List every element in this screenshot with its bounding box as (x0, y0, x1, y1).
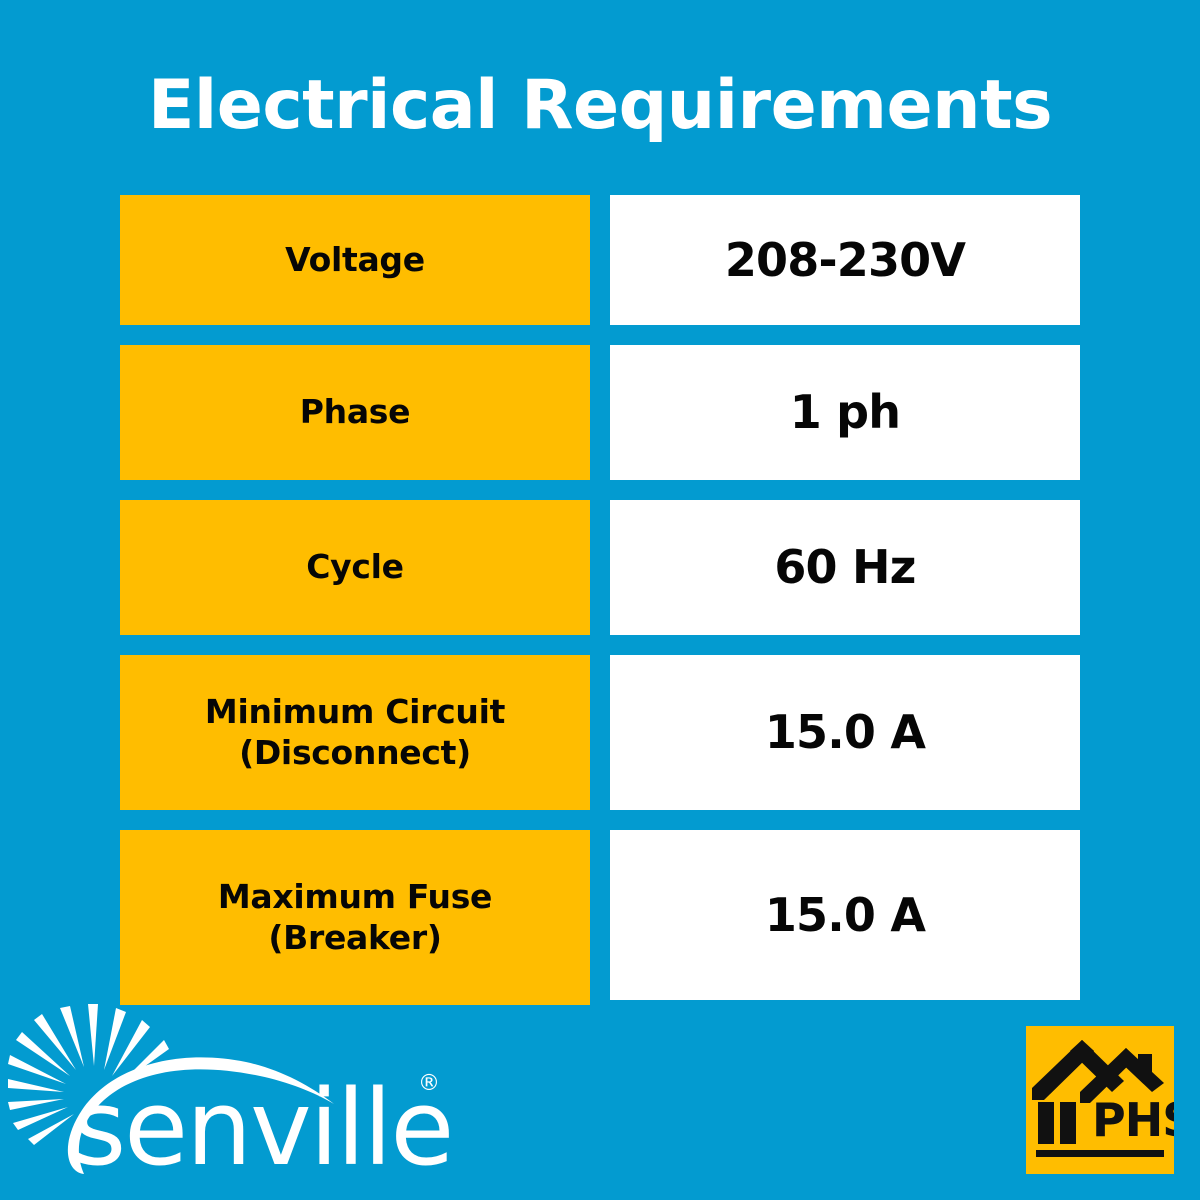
spec-value-cell: 60 Hz (610, 500, 1080, 635)
spec-label-line2: (Disconnect) (239, 732, 471, 772)
electrical-requirements-table: Voltage 208-230V Phase 1 ph Cycle 60 Hz … (120, 195, 1080, 1005)
spec-value-cell: 1 ph (610, 345, 1080, 480)
spec-value-text: 208-230V (724, 232, 966, 287)
spec-label-cell: Minimum Circuit (Disconnect) (120, 655, 590, 810)
spec-value-text: 15.0 A (764, 705, 926, 760)
table-row: Maximum Fuse (Breaker) 15.0 A (120, 830, 1080, 1005)
page-title: Electrical Requirements (147, 66, 1053, 145)
senville-wordmark: senville (72, 1067, 452, 1174)
spec-label-line1: Maximum Fuse (217, 877, 493, 917)
spec-label-text: Voltage (285, 239, 425, 279)
spec-value-cell: 15.0 A (610, 655, 1080, 810)
spec-label-cell: Phase (120, 345, 590, 480)
spec-value-text: 1 ph (789, 385, 901, 440)
spec-label-text: Minimum Circuit (Disconnect) (205, 692, 505, 773)
spec-value-cell: 208-230V (610, 195, 1080, 325)
table-row: Phase 1 ph (120, 345, 1080, 480)
registered-trademark-icon: ® (418, 1071, 440, 1096)
spec-value-text: 60 Hz (774, 540, 916, 595)
spec-label-cell: Cycle (120, 500, 590, 635)
table-row: Cycle 60 Hz (120, 500, 1080, 635)
sunburst-icon (8, 1004, 169, 1145)
spec-label-text: Phase (299, 392, 411, 432)
column-gap (590, 500, 610, 635)
column-gap (590, 195, 610, 325)
spec-label-cell: Voltage (120, 195, 590, 325)
table-row: Minimum Circuit (Disconnect) 15.0 A (120, 655, 1080, 810)
spec-label-line1: Minimum Circuit (204, 692, 506, 732)
phs-wordmark: PHS (1092, 1093, 1174, 1147)
house-roof-icon (1032, 1040, 1164, 1157)
spec-label-line2: (Breaker) (268, 917, 442, 957)
senville-logo: senville ® (8, 1004, 468, 1174)
spec-label-cell: Maximum Fuse (Breaker) (120, 830, 590, 1005)
spec-label-text: Cycle (306, 547, 404, 587)
spec-value-text: 15.0 A (764, 887, 926, 942)
spec-value-cell: 15.0 A (610, 830, 1080, 1000)
spec-label-text: Maximum Fuse (Breaker) (217, 877, 493, 958)
column-gap (590, 345, 610, 480)
column-gap (590, 655, 610, 810)
phs-logo: PHS (1026, 1026, 1174, 1174)
table-row: Voltage 208-230V (120, 195, 1080, 325)
column-gap (590, 830, 610, 1005)
